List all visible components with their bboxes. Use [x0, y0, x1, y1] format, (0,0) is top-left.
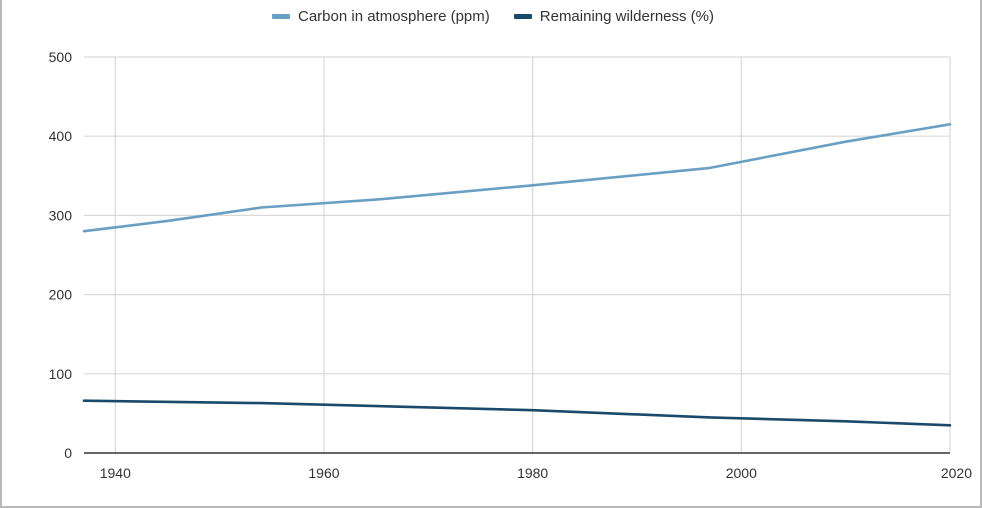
- y-tick-label: 200: [49, 287, 73, 303]
- y-tick-label: 100: [49, 366, 73, 382]
- gridlines: [84, 56, 951, 453]
- x-tick-label: 2000: [726, 465, 757, 481]
- legend-swatch-wilderness: [513, 14, 532, 19]
- x-tick-label: 1980: [517, 465, 548, 481]
- y-tick-label: 500: [49, 49, 73, 65]
- legend-label-carbon: Carbon in atmosphere (ppm): [298, 8, 490, 25]
- y-tick-label: 0: [64, 445, 72, 461]
- legend-item-wilderness: Remaining wilderness (%): [513, 8, 714, 25]
- x-tick-label: 1940: [100, 465, 131, 481]
- legend-label-wilderness: Remaining wilderness (%): [539, 8, 714, 25]
- x-tick-label: 1960: [308, 465, 339, 481]
- legend: Carbon in atmosphere (ppm) Remaining wil…: [2, 8, 982, 25]
- legend-swatch-carbon: [272, 14, 290, 19]
- tick-labels: 0 100 200 300 400 500 1940 1960 1980 2000 2020: [49, 49, 973, 481]
- y-tick-label: 300: [49, 207, 73, 223]
- series-lines: [82, 123, 952, 427]
- y-tick-label: 400: [49, 128, 73, 144]
- carbon-series-line: [82, 123, 952, 233]
- wilderness-series-line: [82, 399, 952, 427]
- x-tick-label: 2020: [941, 465, 972, 481]
- legend-item-carbon: Carbon in atmosphere (ppm): [272, 8, 490, 25]
